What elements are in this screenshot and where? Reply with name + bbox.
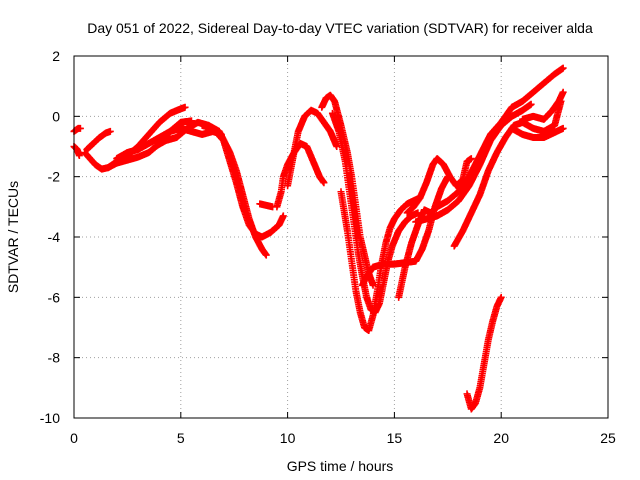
x-tick-label: 10 xyxy=(280,430,296,446)
data-point xyxy=(320,179,328,187)
data-layer xyxy=(70,64,567,413)
series-track-11 xyxy=(284,106,341,190)
y-tick-label: -10 xyxy=(40,410,60,426)
data-point xyxy=(497,293,505,301)
series-track-1 xyxy=(70,124,84,135)
x-tick-label: 5 xyxy=(177,430,185,446)
chart-title: Day 051 of 2022, Sidereal Day-to-day VTE… xyxy=(87,20,593,36)
data-point xyxy=(467,155,475,163)
data-point xyxy=(279,212,287,220)
y-tick-label: 2 xyxy=(52,48,60,64)
data-point xyxy=(75,152,83,160)
data-point xyxy=(269,203,277,211)
data-point xyxy=(527,100,535,108)
series-track-10 xyxy=(256,200,277,211)
series-track-8 xyxy=(198,121,287,241)
data-point xyxy=(106,127,114,135)
data-point xyxy=(262,251,270,259)
data-point xyxy=(181,103,189,111)
y-tick-label: -8 xyxy=(48,350,61,366)
y-tick-label: -2 xyxy=(48,169,61,185)
x-axis-label: GPS time / hours xyxy=(287,458,394,474)
series-track-12 xyxy=(318,91,377,289)
x-tick-label: 25 xyxy=(600,430,616,446)
x-tick-label: 0 xyxy=(70,430,78,446)
series-track-19 xyxy=(450,97,565,250)
x-tick-label: 20 xyxy=(493,430,509,446)
y-axis-label: SDTVAR / TECUs xyxy=(5,181,21,293)
series-track-22 xyxy=(508,124,567,141)
y-tick-label: -4 xyxy=(48,229,61,245)
series-track-17 xyxy=(403,155,475,217)
data-point xyxy=(76,124,84,132)
series-track-16 xyxy=(395,203,441,301)
data-point xyxy=(559,64,567,72)
data-point xyxy=(333,143,341,150)
data-point xyxy=(559,124,567,132)
series-track-23 xyxy=(519,88,567,123)
series-track-21 xyxy=(463,293,505,413)
y-tick-label: -6 xyxy=(48,289,61,305)
series-track-20 xyxy=(433,64,567,211)
grid-lines xyxy=(74,56,608,418)
series-track-3 xyxy=(83,127,114,154)
data-point xyxy=(559,88,567,96)
y-tick-label: 0 xyxy=(52,108,60,124)
x-tick-label: 15 xyxy=(387,430,403,446)
